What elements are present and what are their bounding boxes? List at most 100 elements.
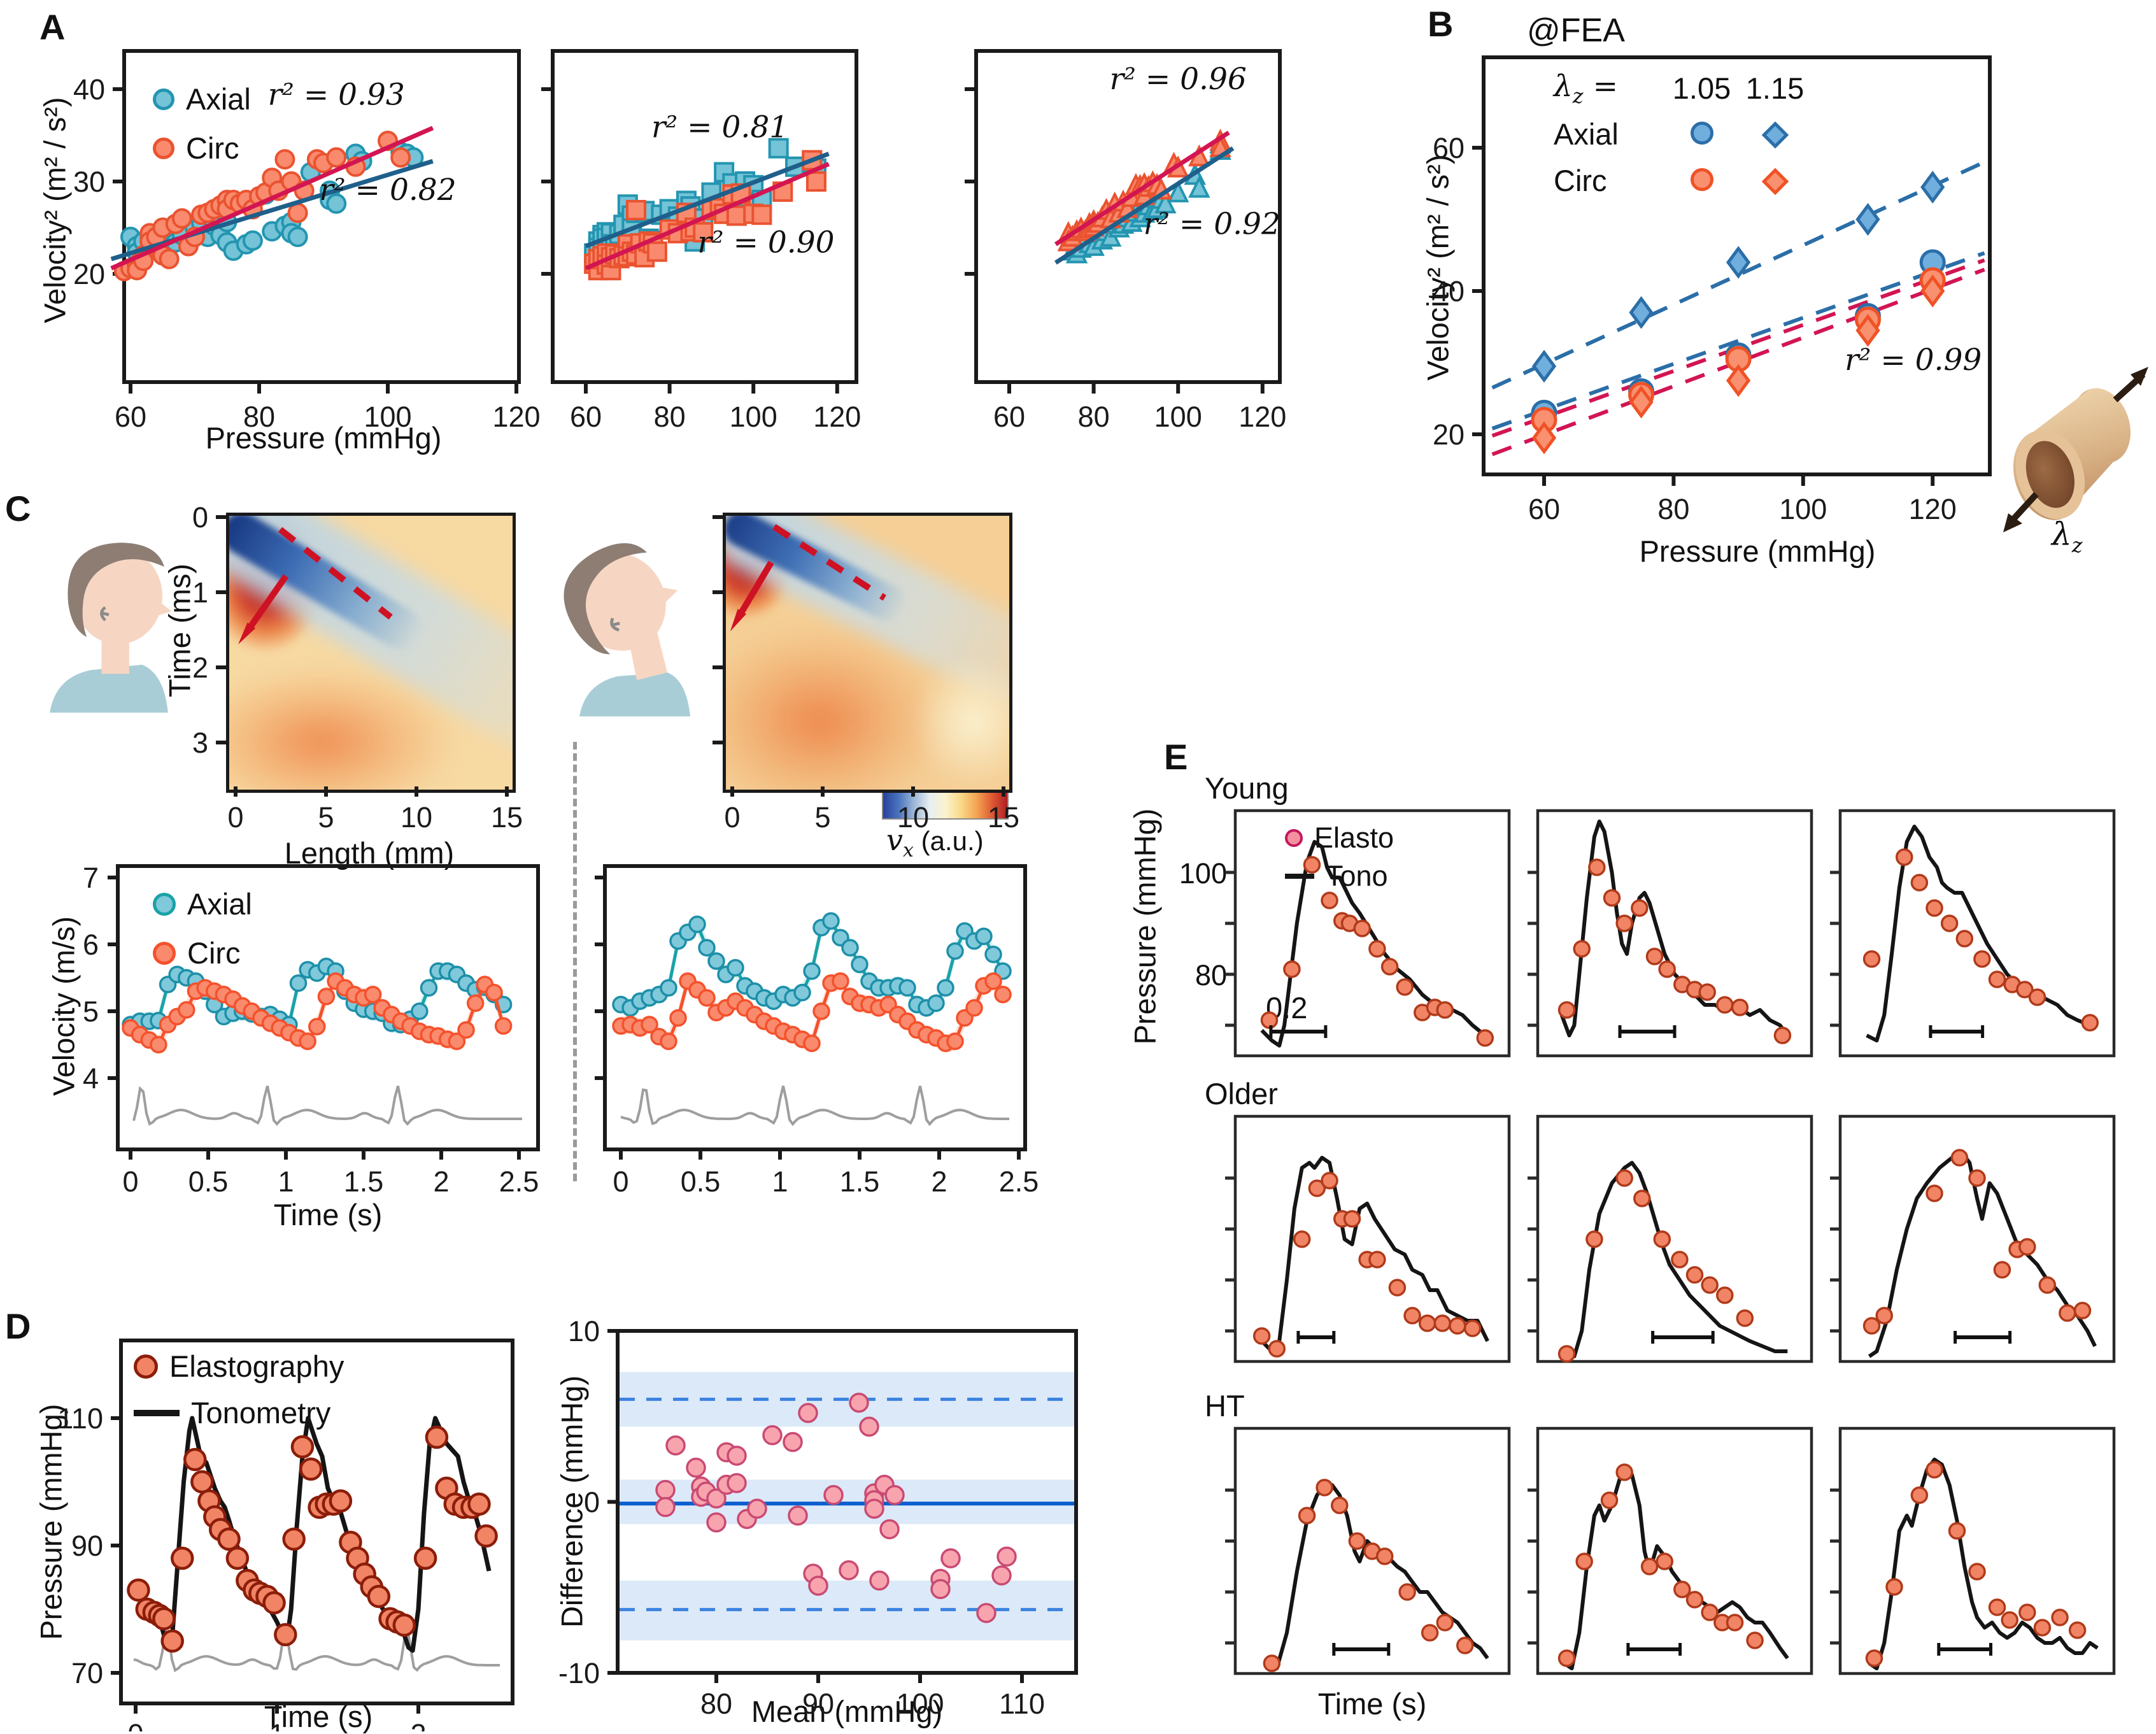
svg-text:80: 80	[243, 401, 275, 433]
panel-d-label: D	[5, 1306, 31, 1346]
panel-b-label: B	[1428, 4, 1454, 44]
svg-text:5: 5	[83, 995, 99, 1028]
panel-e-legend: Elasto Tono	[1285, 821, 1394, 893]
panel-a-legend: Axial Circ	[153, 82, 251, 166]
svg-text:60: 60	[570, 401, 602, 433]
lambda-value-1: 1.05	[1672, 71, 1731, 106]
panel-b-title: @FEA	[1527, 12, 1625, 49]
svg-text:2: 2	[192, 651, 208, 684]
head-extended-icon	[564, 543, 690, 716]
svg-text:0: 0	[613, 1165, 628, 1198]
head-neutral-icon	[50, 543, 172, 713]
svg-text:40: 40	[1433, 275, 1465, 308]
row-title-ht: HT	[1205, 1389, 1245, 1423]
svg-text:30: 30	[73, 166, 105, 198]
svg-text:10: 10	[568, 1315, 600, 1347]
velocity-x-axis-label: Time (s)	[273, 1198, 383, 1232]
svg-text:r² = 0.99: r² = 0.99	[1845, 343, 1982, 378]
svg-text:2.5: 2.5	[499, 1165, 539, 1198]
circ-marker-icon	[153, 941, 176, 965]
svg-text:120: 120	[813, 401, 861, 433]
panel-d-legend: Elastography Tonometry	[134, 1349, 344, 1430]
svg-text:60: 60	[115, 401, 146, 433]
legend-elasto-label: Elasto	[1314, 821, 1394, 854]
legend-circ-label: Circ	[186, 131, 239, 165]
circ-circle-marker-icon	[1690, 168, 1713, 192]
svg-text:110: 110	[999, 1688, 1045, 1720]
svg-text:0: 0	[227, 801, 243, 834]
elasto-marker-icon	[1285, 829, 1303, 847]
svg-text:60: 60	[993, 401, 1025, 433]
svg-text:40: 40	[73, 73, 105, 106]
elastography-marker-icon	[134, 1354, 158, 1379]
svg-text:15: 15	[988, 801, 1019, 834]
svg-text:6: 6	[83, 928, 99, 961]
svg-text:90: 90	[71, 1530, 103, 1562]
svg-text:1: 1	[278, 1165, 294, 1198]
svg-text:5: 5	[318, 801, 334, 834]
panel-e-ytick-100: 100	[1179, 857, 1227, 890]
svg-text:60: 60	[1528, 493, 1560, 525]
svg-text:r² = 0.96: r² = 0.96	[1110, 62, 1247, 97]
panel-e-label: E	[1164, 737, 1188, 777]
velocity-legend: Axial Circ	[153, 886, 252, 970]
colorbar-label: vx (a.u.)	[886, 823, 984, 862]
svg-text:120: 120	[492, 401, 540, 433]
svg-text:100: 100	[1779, 493, 1827, 525]
svg-text:0: 0	[724, 801, 740, 834]
svg-text:120: 120	[1238, 401, 1286, 433]
svg-text:1: 1	[269, 1718, 285, 1731]
svg-text:-10: -10	[558, 1657, 600, 1689]
svg-text:1: 1	[192, 576, 208, 609]
svg-text:120: 120	[1909, 493, 1957, 525]
svg-text:0: 0	[127, 1718, 143, 1731]
svg-text:0: 0	[192, 501, 208, 534]
svg-text:4: 4	[83, 1062, 99, 1095]
svg-text:10: 10	[401, 801, 432, 834]
svg-text:20: 20	[1433, 418, 1465, 451]
svg-text:2: 2	[931, 1165, 947, 1198]
panel-b-x-axis-label: Pressure (mmHg)	[1639, 534, 1876, 568]
svg-text:1: 1	[772, 1165, 788, 1198]
axial-marker-icon	[153, 892, 176, 916]
axial-circle-marker-icon	[1690, 122, 1713, 145]
row-title-older: Older	[1205, 1077, 1278, 1111]
svg-text:7: 7	[83, 862, 99, 894]
svg-text:90: 90	[802, 1688, 834, 1720]
svg-text:3: 3	[192, 727, 208, 759]
svg-text:1.5: 1.5	[840, 1165, 880, 1198]
svg-text:1.5: 1.5	[344, 1165, 384, 1198]
circ-marker-icon	[153, 137, 174, 159]
svg-text:15: 15	[491, 801, 523, 834]
svg-text:r² = 0.92: r² = 0.92	[1144, 207, 1280, 242]
legend-axial-label: Axial	[1554, 117, 1619, 152]
svg-text:80: 80	[654, 401, 686, 433]
svg-text:110: 110	[57, 1402, 103, 1435]
panel-a-x-axis-label: Pressure (mmHg)	[205, 421, 442, 455]
svg-text:5: 5	[814, 801, 830, 834]
svg-text:0.5: 0.5	[188, 1165, 229, 1198]
svg-text:80: 80	[700, 1688, 732, 1720]
svg-text:80: 80	[1657, 493, 1689, 525]
tono-line-icon	[1285, 874, 1314, 879]
svg-text:0: 0	[584, 1486, 600, 1519]
panel-a-label: A	[39, 7, 66, 47]
svg-text:2: 2	[433, 1165, 449, 1198]
panel-e-ytick-80: 80	[1195, 959, 1227, 991]
svg-text:0: 0	[122, 1165, 138, 1198]
svg-text:100: 100	[364, 401, 411, 433]
lambda-value-2: 1.15	[1745, 71, 1805, 106]
svg-text:2: 2	[410, 1718, 426, 1731]
tonometry-line-icon	[134, 1409, 180, 1416]
svg-text:0.5: 0.5	[681, 1165, 721, 1198]
artery-cylinder-illustration	[2003, 367, 2148, 532]
svg-text:r² = 0.82: r² = 0.82	[319, 173, 456, 208]
legend-elastography-label: Elastography	[169, 1349, 344, 1383]
legend-axial-label: Axial	[186, 82, 251, 116]
svg-text:2.5: 2.5	[999, 1165, 1039, 1198]
panel-e-x-axis-label: Time (s)	[1317, 1687, 1427, 1721]
lambda-z-label: λz	[2052, 516, 2083, 557]
svg-text:100: 100	[730, 401, 777, 433]
svg-text:10: 10	[897, 801, 929, 834]
